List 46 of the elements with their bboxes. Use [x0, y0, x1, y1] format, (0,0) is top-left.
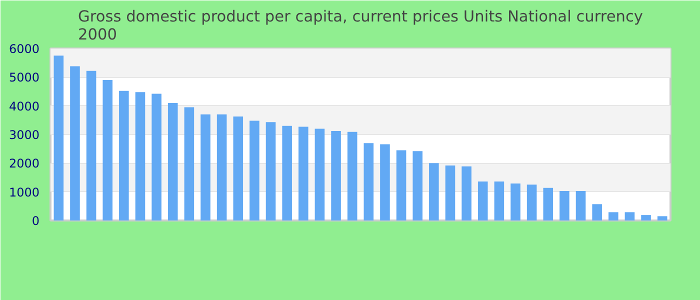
bar [624, 212, 635, 220]
bar [266, 122, 276, 220]
bar [54, 56, 64, 220]
y-tick-label: 2000 [8, 156, 40, 171]
bar [364, 143, 374, 220]
bar [380, 144, 390, 220]
bar [641, 215, 651, 220]
bar [135, 92, 146, 220]
bar [298, 126, 308, 220]
bar [462, 166, 472, 220]
bar [396, 150, 406, 220]
bar [233, 116, 244, 220]
bar [119, 90, 129, 220]
bar [478, 182, 488, 220]
bar [70, 66, 80, 220]
bar [543, 188, 554, 220]
bar [592, 204, 602, 220]
bar [331, 131, 341, 220]
bar [608, 212, 618, 220]
bar [494, 182, 504, 220]
bar [184, 107, 194, 220]
bar [429, 163, 439, 220]
bar [526, 184, 537, 220]
y-tick-label: 3000 [8, 128, 40, 142]
bar [152, 94, 162, 220]
bar [560, 190, 570, 220]
y-tick-label: 6000 [8, 42, 40, 56]
bar [200, 114, 210, 220]
bar [86, 70, 96, 220]
bar [445, 165, 456, 220]
y-tick-label: 4000 [8, 99, 40, 114]
bar [216, 114, 227, 220]
bar [314, 128, 325, 220]
bar [510, 184, 520, 220]
bar [657, 216, 668, 220]
y-tick-label: 5000 [8, 70, 40, 85]
chart-title: Gross domestic product per capita, current prices Units National currency 2000 [78, 8, 643, 44]
bar [250, 120, 260, 220]
bar [576, 190, 586, 220]
bar [282, 126, 292, 220]
bar [412, 151, 422, 220]
y-tick-label: 1000 [8, 185, 40, 200]
y-tick-label: 0 [32, 214, 40, 228]
bar [168, 102, 178, 220]
bar [102, 80, 112, 220]
bar [347, 132, 358, 220]
